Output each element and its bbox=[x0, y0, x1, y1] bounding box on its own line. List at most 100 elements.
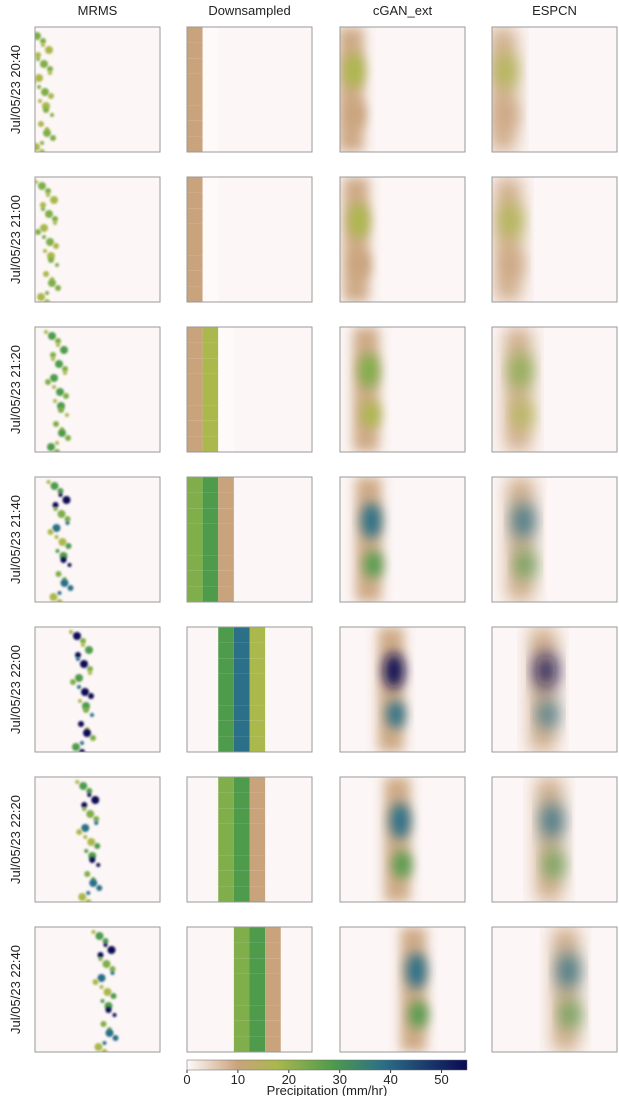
cell bbox=[187, 27, 203, 43]
echo bbox=[78, 721, 84, 727]
echo bbox=[43, 129, 51, 137]
panel bbox=[340, 327, 465, 452]
cell bbox=[265, 943, 281, 959]
core bbox=[410, 1001, 428, 1029]
row-label: Jul/05/23 20:40 bbox=[8, 45, 23, 134]
cell bbox=[250, 658, 266, 674]
panel-content bbox=[218, 627, 265, 752]
halo bbox=[530, 627, 556, 752]
cell bbox=[218, 643, 234, 659]
echo bbox=[40, 141, 44, 145]
core bbox=[496, 53, 516, 89]
echo bbox=[106, 1029, 114, 1037]
panel bbox=[187, 177, 312, 302]
cell bbox=[234, 1005, 250, 1021]
cell bbox=[203, 121, 219, 137]
echo bbox=[75, 674, 83, 682]
echo bbox=[94, 843, 100, 849]
cell bbox=[250, 855, 266, 871]
cell bbox=[218, 777, 234, 793]
echo bbox=[41, 207, 45, 211]
echo bbox=[68, 585, 74, 591]
echo bbox=[40, 224, 48, 232]
cell bbox=[203, 405, 219, 421]
row-label: Jul/05/23 22:00 bbox=[8, 645, 23, 734]
cell bbox=[203, 193, 219, 209]
panel-content bbox=[495, 177, 522, 302]
cell bbox=[234, 974, 250, 990]
echo bbox=[47, 480, 51, 484]
panel-bg bbox=[35, 777, 160, 902]
panel-bg bbox=[35, 627, 160, 752]
cell bbox=[234, 1021, 250, 1037]
cell bbox=[187, 327, 203, 343]
echo bbox=[50, 113, 54, 117]
echo bbox=[50, 593, 58, 601]
cell bbox=[234, 808, 250, 824]
core bbox=[545, 851, 563, 879]
echo bbox=[53, 399, 57, 403]
cell bbox=[234, 658, 250, 674]
cell bbox=[265, 1005, 281, 1021]
core bbox=[349, 203, 369, 239]
panel-content bbox=[218, 777, 265, 902]
cell bbox=[218, 540, 234, 556]
cell bbox=[203, 555, 219, 571]
echo bbox=[29, 30, 33, 34]
cell bbox=[187, 436, 203, 452]
echo bbox=[68, 563, 72, 567]
row-label: Jul/05/23 22:20 bbox=[8, 795, 23, 884]
core bbox=[562, 1001, 580, 1029]
echo bbox=[56, 388, 64, 396]
halo bbox=[505, 327, 531, 452]
panel-content bbox=[530, 627, 557, 752]
panel bbox=[340, 777, 465, 902]
echo bbox=[90, 735, 96, 741]
cell bbox=[203, 493, 219, 509]
echo bbox=[61, 557, 67, 563]
core bbox=[517, 551, 535, 579]
cell bbox=[187, 74, 203, 90]
echo bbox=[92, 930, 96, 934]
core bbox=[499, 101, 517, 129]
halo bbox=[490, 27, 516, 152]
panel-content bbox=[187, 177, 218, 302]
cell bbox=[218, 508, 234, 524]
echo bbox=[37, 293, 45, 301]
cell bbox=[218, 405, 234, 421]
panel bbox=[187, 477, 312, 602]
echo bbox=[83, 707, 89, 713]
cell bbox=[218, 327, 234, 343]
cell bbox=[234, 627, 250, 643]
echo bbox=[104, 988, 112, 996]
panel-content bbox=[384, 777, 411, 902]
panel-content bbox=[187, 27, 218, 152]
column-title: MRMS bbox=[78, 3, 118, 18]
echo bbox=[53, 243, 59, 249]
echo bbox=[48, 529, 54, 535]
cell bbox=[203, 343, 219, 359]
echo bbox=[99, 957, 103, 961]
echo bbox=[78, 699, 82, 703]
echo bbox=[84, 871, 90, 877]
panel bbox=[34, 177, 160, 305]
panel bbox=[35, 627, 160, 755]
echo bbox=[63, 496, 71, 504]
echo bbox=[113, 1035, 119, 1041]
panel bbox=[187, 327, 312, 452]
echo bbox=[45, 379, 51, 385]
cell bbox=[218, 493, 234, 509]
echo bbox=[48, 93, 54, 99]
echo bbox=[96, 863, 100, 867]
cell bbox=[218, 571, 234, 587]
echo bbox=[111, 993, 117, 999]
echo bbox=[56, 571, 62, 577]
cell bbox=[218, 586, 234, 602]
cell bbox=[250, 1021, 266, 1037]
cell bbox=[187, 586, 203, 602]
cell bbox=[250, 974, 266, 990]
panel bbox=[492, 927, 617, 1052]
cell bbox=[218, 886, 234, 902]
echo bbox=[41, 88, 49, 96]
echo bbox=[58, 407, 64, 413]
